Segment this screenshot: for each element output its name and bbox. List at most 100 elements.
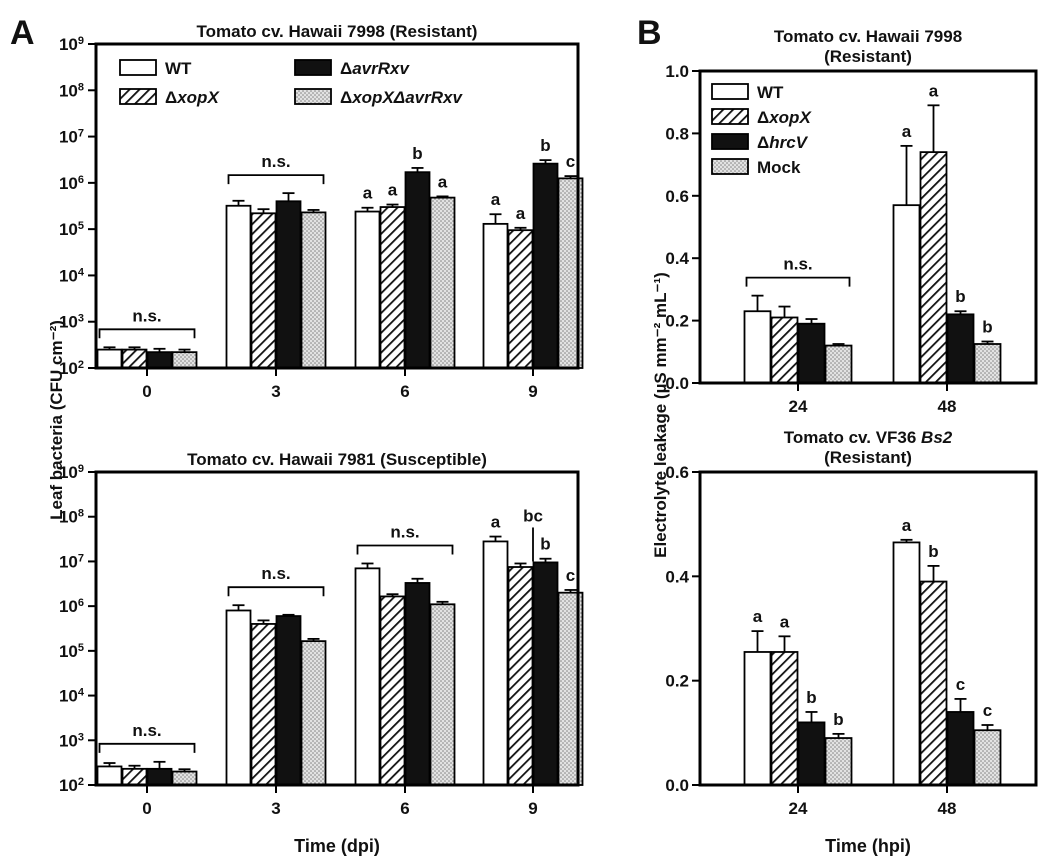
legend-swatch: [294, 88, 332, 105]
bar: [482, 540, 509, 786]
x-tick-label: 48: [938, 799, 957, 818]
y-tick-label: 105: [59, 642, 84, 661]
bar: [250, 212, 277, 369]
bar: [507, 566, 534, 786]
chart-a-bottom: 102 103 104 105 106 107 108 109 a bc n.s. n.s. n.s. b…: [59, 450, 584, 818]
bar: [354, 210, 381, 369]
panel-label-a: A: [10, 14, 35, 52]
bar: [225, 609, 252, 786]
ns-label: n.s.: [261, 152, 290, 171]
x-tick-label: 24: [789, 397, 808, 416]
y-tick-label: 104: [59, 266, 85, 285]
bar: [482, 222, 509, 369]
legend-swatch: [294, 59, 332, 76]
significance-letter: b: [412, 144, 422, 163]
y-tick-label: 0.8: [665, 124, 689, 143]
legend-swatch: [119, 59, 157, 76]
legend-label: ΔxopXΔavrRxv: [340, 88, 463, 107]
bar: [275, 615, 302, 786]
bar: [404, 582, 431, 786]
bar: [797, 721, 826, 786]
x-tick-label: 9: [528, 382, 537, 401]
bar: [300, 640, 327, 786]
significance-letter: b: [928, 542, 938, 561]
legend-label: Mock: [757, 158, 801, 177]
y-tick-label: 103: [59, 731, 84, 750]
plot-frame: [94, 470, 580, 787]
chart-title: Tomato cv. Hawaii 7981 (Susceptible): [187, 450, 487, 469]
ns-bracket: [98, 328, 196, 339]
legend-label: ΔxopX: [757, 108, 812, 127]
ns-label: n.s.: [132, 721, 161, 740]
y-tick-label: 0.4: [665, 249, 689, 268]
panel-label-b: B: [637, 14, 662, 52]
y-tick-label: 0.2: [665, 312, 689, 331]
y-tick-label: 109: [59, 35, 84, 54]
bar: [797, 322, 826, 384]
y-tick-label: 0.2: [665, 672, 689, 691]
panel-a-x-axis-title: Time (dpi): [294, 836, 380, 856]
bar: [946, 313, 975, 384]
x-tick-label: 24: [789, 799, 808, 818]
chart-title: Tomato cv. Hawaii 7998: [774, 27, 962, 46]
x-tick-label: 3: [271, 382, 280, 401]
bar: [300, 211, 327, 369]
plot-frame: [698, 470, 1038, 787]
significance-letter: a: [388, 181, 398, 200]
bar: [743, 310, 772, 384]
ns-bracket: [356, 544, 454, 555]
y-tick-label: 0.6: [665, 187, 689, 206]
legend-label: WT: [757, 83, 784, 102]
chart-title-line: (Resistant): [824, 448, 912, 467]
x-tick-label: 3: [271, 799, 280, 818]
bar: [919, 151, 948, 384]
legend-swatch: [119, 88, 157, 105]
y-tick-label: 106: [59, 597, 84, 616]
y-tick-label: 107: [59, 128, 84, 147]
bar: [171, 770, 198, 786]
legend-label: ΔxopX: [165, 88, 220, 107]
legend-swatch: [711, 158, 749, 175]
legend-swatch: [711, 133, 749, 150]
bar: [121, 348, 148, 369]
chart-title: Tomato cv. Hawaii 7998 (Resistant): [197, 22, 478, 41]
y-tick-label: 0.0: [665, 776, 689, 795]
chart-title: Tomato cv. VF36 Bs2: [784, 428, 953, 447]
y-tick-label: 108: [59, 81, 84, 100]
y-tick-label: 102: [59, 776, 84, 795]
bar: [532, 561, 559, 786]
panel-a-y-axis-title: Leaf bacteria (CFU cm⁻²): [47, 320, 66, 520]
panel-b-x-axis-title: Time (hpi): [825, 836, 911, 856]
x-tick-label: 9: [528, 799, 537, 818]
significance-letter: c: [566, 566, 575, 585]
significance-letter: c: [566, 152, 575, 171]
bar: [770, 316, 799, 384]
ns-bracket: [227, 174, 325, 185]
significance-letter: a: [363, 184, 373, 203]
ns-label: n.s.: [132, 306, 161, 325]
bar: [379, 206, 406, 369]
y-tick-label: 0.0: [665, 374, 689, 393]
bar: [946, 711, 975, 786]
significance-letter: a: [491, 513, 501, 532]
bar: [96, 348, 123, 369]
plot-frame: [698, 69, 1038, 385]
significance-letter: a: [516, 204, 526, 223]
x-tick-label: 6: [400, 382, 409, 401]
bar: [354, 567, 381, 786]
bar: [824, 737, 853, 786]
legend-label: ΔavrRxv: [340, 59, 410, 78]
y-tick-label: 109: [59, 463, 84, 482]
bar: [275, 200, 302, 369]
bar: [892, 541, 921, 786]
y-tick-label: 0.6: [665, 463, 689, 482]
significance-letter: a: [438, 172, 448, 191]
significance-letter: c: [983, 701, 992, 720]
bar: [892, 204, 921, 384]
legend-swatch: [711, 108, 749, 125]
significance-letter: a: [491, 190, 501, 209]
legend-label: ΔhrcV: [757, 133, 809, 152]
bar: [96, 765, 123, 786]
